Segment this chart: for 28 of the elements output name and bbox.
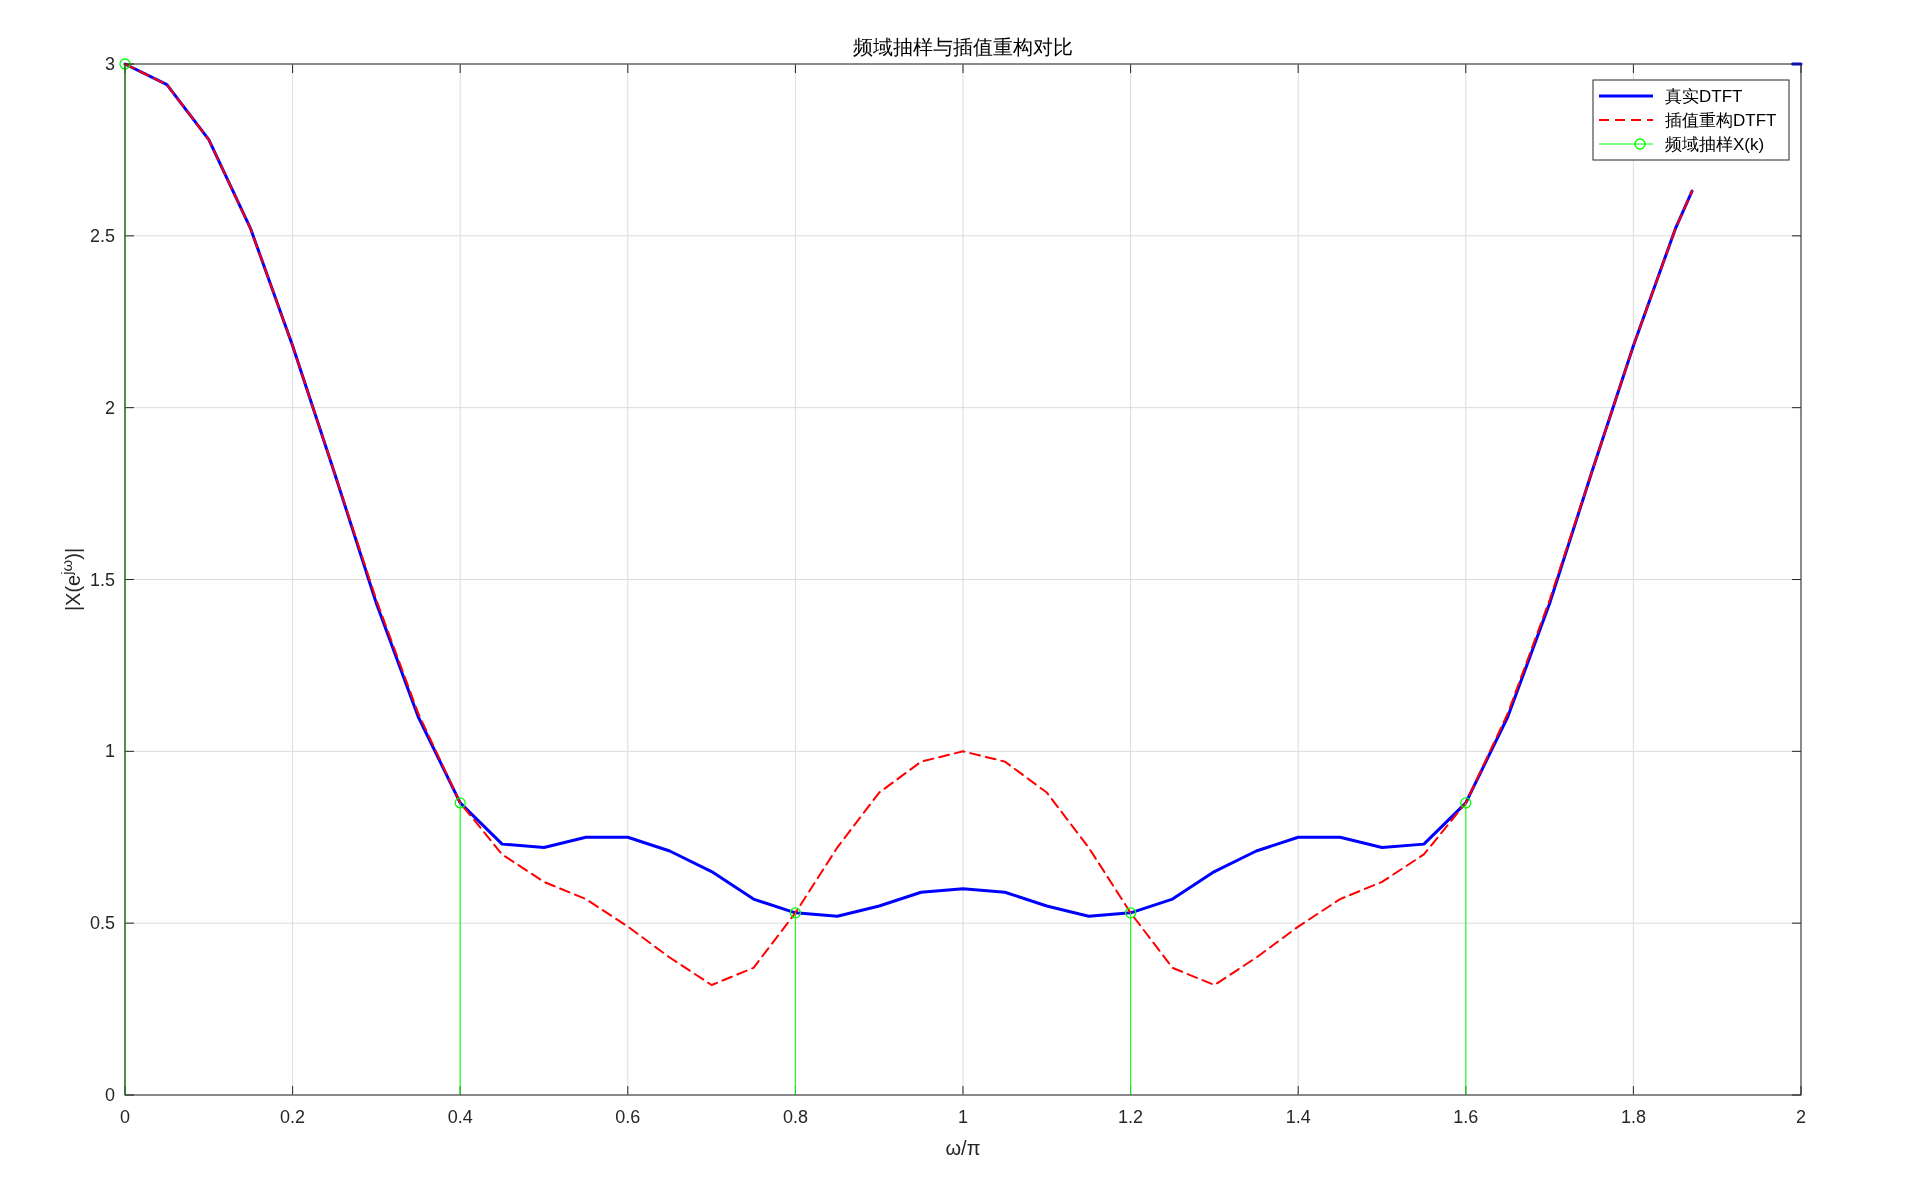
x-tick-label: 1: [957, 1107, 969, 1127]
x-tick-label: 0.8: [782, 1107, 808, 1127]
x-tick-label: 1.8: [1620, 1107, 1646, 1127]
y-tick-label: 1: [104, 741, 115, 762]
legend-label: 频域抽样X(k): [1665, 135, 1765, 154]
point: [789, 907, 802, 919]
x-tick-label: 1.6: [1453, 1107, 1479, 1127]
legend-label: 插值重构DTFT: [1665, 111, 1777, 130]
chart-title: 频域抽样与插值重构对比: [853, 36, 1073, 58]
point: [1460, 797, 1472, 809]
x-tick-label: 1.2: [1118, 1107, 1144, 1127]
point: [454, 797, 466, 809]
legend-label: 真实DTFT: [1665, 87, 1743, 106]
point: [119, 58, 131, 70]
y-tick-label: 2.5: [89, 225, 115, 246]
y-tick-label: 1.5: [89, 569, 115, 590]
y-tick-label: 0.5: [89, 913, 115, 934]
x-axis-title: ω/π: [945, 1137, 981, 1159]
point: [1124, 907, 1137, 919]
y-tick-label: 3: [104, 54, 115, 74]
x-tick-label: 0.4: [447, 1107, 473, 1127]
y-tick-label: 2: [104, 397, 115, 418]
x-tick-label: 0.2: [280, 1107, 306, 1127]
x-tick-label: 0: [119, 1107, 131, 1127]
x-tick-label: 0.6: [615, 1107, 641, 1127]
x-tick-label: 2: [1795, 1107, 1807, 1127]
x-tick-label: 1.4: [1285, 1107, 1311, 1127]
y-tick-label: 0: [104, 1085, 115, 1105]
